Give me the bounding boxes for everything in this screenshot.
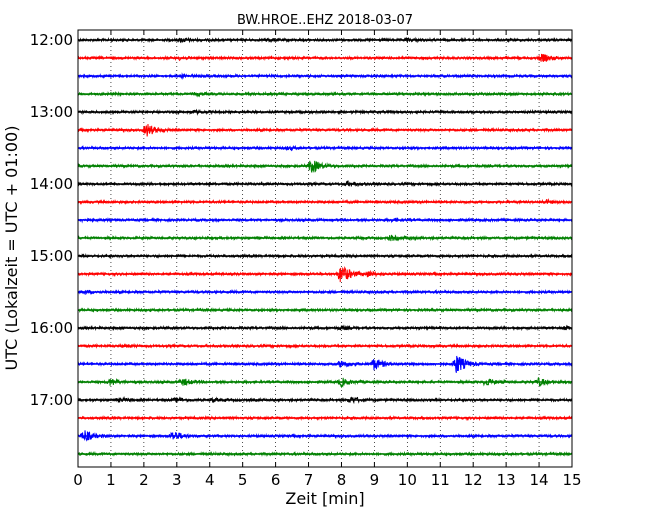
x-tick-label: 15 — [562, 471, 581, 489]
x-tick-label: 1 — [106, 471, 116, 489]
trace-layer — [77, 36, 573, 458]
x-tick-label: 7 — [304, 471, 314, 489]
plot-frame — [77, 29, 573, 468]
y-tick-label: 13:00 — [30, 103, 73, 121]
tick-layer: 0 1 2 3 4 5 6 7 8 9 10 11 12 13 14 1512:0013:0014:0015:… — [30, 30, 582, 489]
y-tick-label: 16:00 — [30, 319, 73, 337]
grid-layer — [110, 30, 540, 467]
x-tick-label: 10 — [398, 471, 417, 489]
x-tick-label: 11 — [431, 471, 450, 489]
x-tick-label: 13 — [497, 471, 516, 489]
x-tick-label: 6 — [271, 471, 281, 489]
y-tick-label: 12:00 — [30, 31, 73, 49]
y-tick-label: 14:00 — [30, 175, 73, 193]
x-tick-label: 8 — [337, 471, 347, 489]
trace-1515 — [77, 265, 573, 283]
trace-1730 — [77, 430, 573, 442]
y-axis-label: UTC (Lokalzeit = UTC + 01:00) — [2, 126, 21, 371]
x-tick-label: 0 — [73, 471, 83, 489]
x-tick-label: 3 — [172, 471, 182, 489]
x-axis-label: Zeit [min] — [285, 489, 364, 508]
x-tick-label: 9 — [370, 471, 380, 489]
y-tick-label: 15:00 — [30, 247, 73, 265]
x-tick-label: 14 — [530, 471, 549, 489]
x-tick-label: 12 — [464, 471, 483, 489]
chart-title: BW.HROE..EHZ 2018-03-07 — [237, 13, 413, 28]
x-tick-label: 4 — [205, 471, 215, 489]
x-tick-label: 5 — [238, 471, 248, 489]
x-tick-label: 2 — [139, 471, 149, 489]
y-tick-label: 17:00 — [30, 391, 73, 409]
